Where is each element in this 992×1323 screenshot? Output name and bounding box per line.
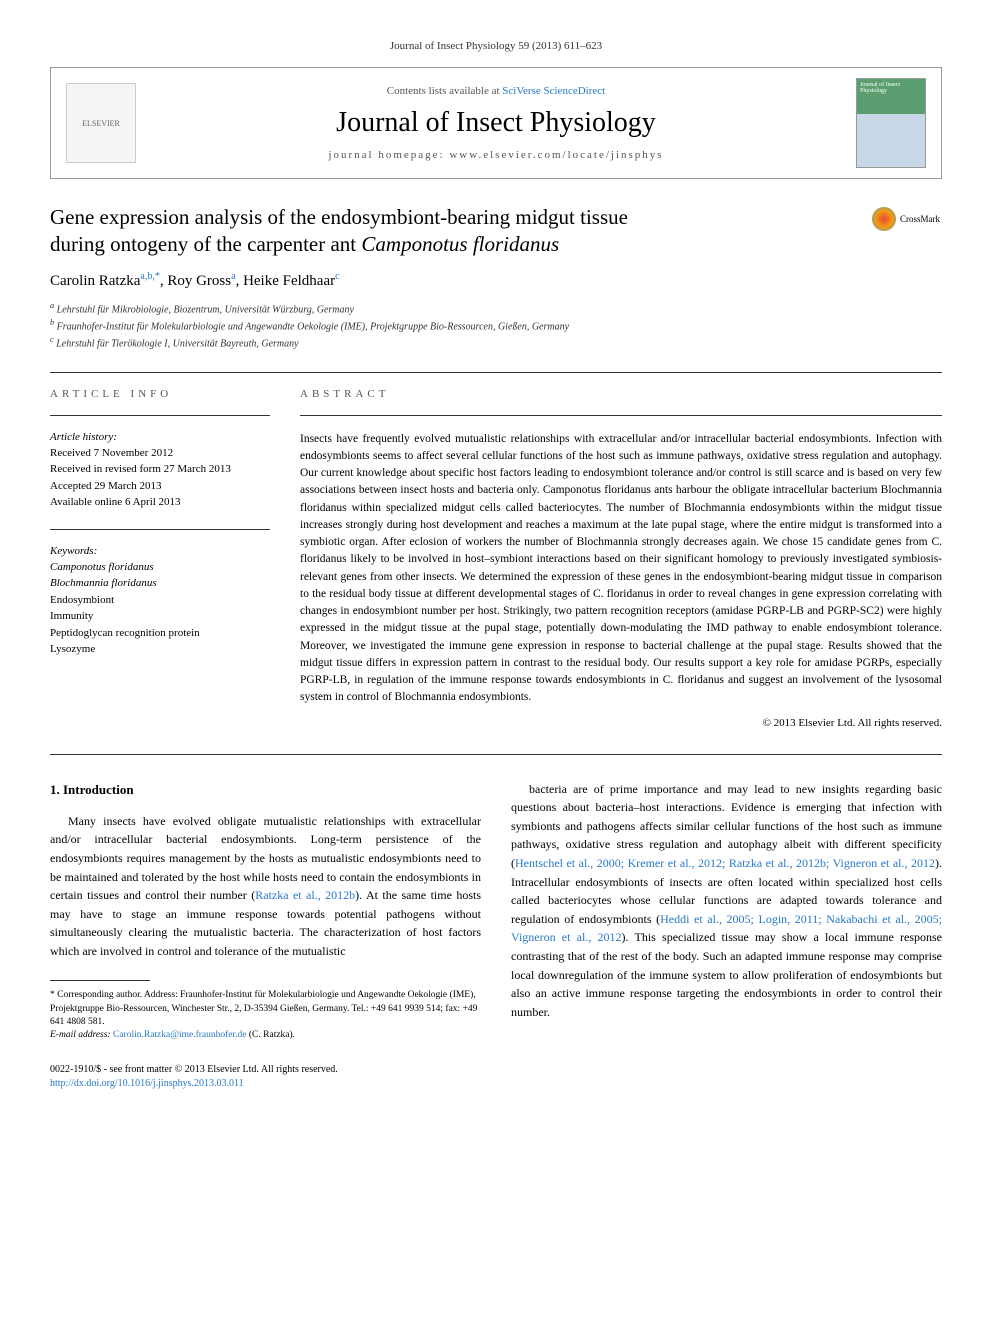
affiliation-b: b Fraunhofer-Institut für Molekularbiolo… <box>50 317 942 334</box>
history-line: Received 7 November 2012 <box>50 445 270 462</box>
elsevier-logo: ELSEVIER <box>66 83 136 163</box>
body-paragraph: Many insects have evolved obligate mutua… <box>50 812 481 961</box>
copyright: © 2013 Elsevier Ltd. All rights reserved… <box>300 717 942 729</box>
journal-cover: Journal of Insect Physiology <box>856 78 926 168</box>
author-2-sup: a <box>231 271 235 282</box>
info-label: ARTICLE INFO <box>50 388 270 400</box>
history-line: Accepted 29 March 2013 <box>50 478 270 495</box>
contents-line: Contents lists available at SciVerse Sci… <box>136 85 856 97</box>
history-title: Article history: <box>50 431 270 443</box>
citation-link[interactable]: Ratzka et al., 2012b <box>255 888 355 902</box>
keywords-title: Keywords: <box>50 545 270 557</box>
section-heading: 1. Introduction <box>50 780 481 800</box>
abstract: ABSTRACT Insects have frequently evolved… <box>300 388 942 729</box>
abstract-text: Insects have frequently evolved mutualis… <box>300 431 942 707</box>
divider <box>50 529 270 530</box>
email-link[interactable]: Carolin.Ratzka@ime.fraunhofer.de <box>113 1030 247 1040</box>
history-line: Available online 6 April 2013 <box>50 494 270 511</box>
keyword: Blochmannia floridanus <box>50 575 270 592</box>
history-line: Received in revised form 27 March 2013 <box>50 461 270 478</box>
journal-header: ELSEVIER Contents lists available at Sci… <box>50 67 942 179</box>
abstract-label: ABSTRACT <box>300 388 942 400</box>
affiliation-a: a Lehrstuhl für Mikrobiologie, Biozentru… <box>50 300 942 317</box>
footnote-divider <box>50 980 150 981</box>
affiliation-c: c Lehrstuhl für Tierökologie I, Universi… <box>50 334 942 351</box>
footer-line1: 0022-1910/$ - see front matter © 2013 El… <box>50 1063 942 1077</box>
divider <box>50 754 942 755</box>
divider <box>50 372 942 373</box>
affiliations: a Lehrstuhl für Mikrobiologie, Biozentru… <box>50 300 942 352</box>
homepage-line: journal homepage: www.elsevier.com/locat… <box>136 149 856 161</box>
citation-link[interactable]: Hentschel et al., 2000; Kremer et al., 2… <box>515 856 935 870</box>
author-1-sup: a,b, <box>140 271 154 282</box>
crossmark-icon <box>872 207 896 231</box>
body-col-right: bacteria are of prime importance and may… <box>511 780 942 1043</box>
journal-name: Journal of Insect Physiology <box>136 107 856 139</box>
doi-link[interactable]: http://dx.doi.org/10.1016/j.jinsphys.201… <box>50 1078 244 1089</box>
journal-cover-text: Journal of Insect Physiology <box>857 79 925 97</box>
title-species: Camponotus floridanus <box>361 232 559 256</box>
author-2: Roy Gross <box>167 273 231 289</box>
article-title: Gene expression analysis of the endosymb… <box>50 204 942 259</box>
contents-prefix: Contents lists available at <box>387 85 502 97</box>
email-label: E-mail address: <box>50 1030 113 1040</box>
title-line1: Gene expression analysis of the endosymb… <box>50 205 628 229</box>
article-info: ARTICLE INFO Article history: Received 7… <box>50 388 270 729</box>
author-1-star: * <box>155 271 160 282</box>
corresponding-footnote: * Corresponding author. Address: Fraunho… <box>50 989 481 1042</box>
elsevier-label: ELSEVIER <box>82 119 120 128</box>
author-3-sup: c <box>335 271 339 282</box>
sciencedirect-link[interactable]: SciVerse ScienceDirect <box>502 85 605 97</box>
body-paragraph: bacteria are of prime importance and may… <box>511 780 942 1022</box>
crossmark-badge[interactable]: CrossMark <box>872 204 942 234</box>
author-3: Heike Feldhaar <box>243 273 335 289</box>
keyword: Immunity <box>50 608 270 625</box>
keyword: Lysozyme <box>50 641 270 658</box>
homepage-url[interactable]: www.elsevier.com/locate/jinsphys <box>449 149 663 161</box>
body: 1. Introduction Many insects have evolve… <box>50 780 942 1043</box>
authors: Carolin Ratzkaa,b,*, Roy Grossa, Heike F… <box>50 271 942 290</box>
keyword: Endosymbiont <box>50 592 270 609</box>
title-line2a: during ontogeny of the carpenter ant <box>50 232 361 256</box>
author-1: Carolin Ratzka <box>50 273 140 289</box>
body-col-left: 1. Introduction Many insects have evolve… <box>50 780 481 1043</box>
crossmark-label: CrossMark <box>900 214 940 224</box>
header-citation: Journal of Insect Physiology 59 (2013) 6… <box>50 40 942 52</box>
homepage-prefix: journal homepage: <box>328 149 449 161</box>
divider <box>300 415 942 416</box>
keyword: Camponotus floridanus <box>50 559 270 576</box>
footer: 0022-1910/$ - see front matter © 2013 El… <box>50 1063 942 1091</box>
divider <box>50 415 270 416</box>
keyword: Peptidoglycan recognition protein <box>50 625 270 642</box>
